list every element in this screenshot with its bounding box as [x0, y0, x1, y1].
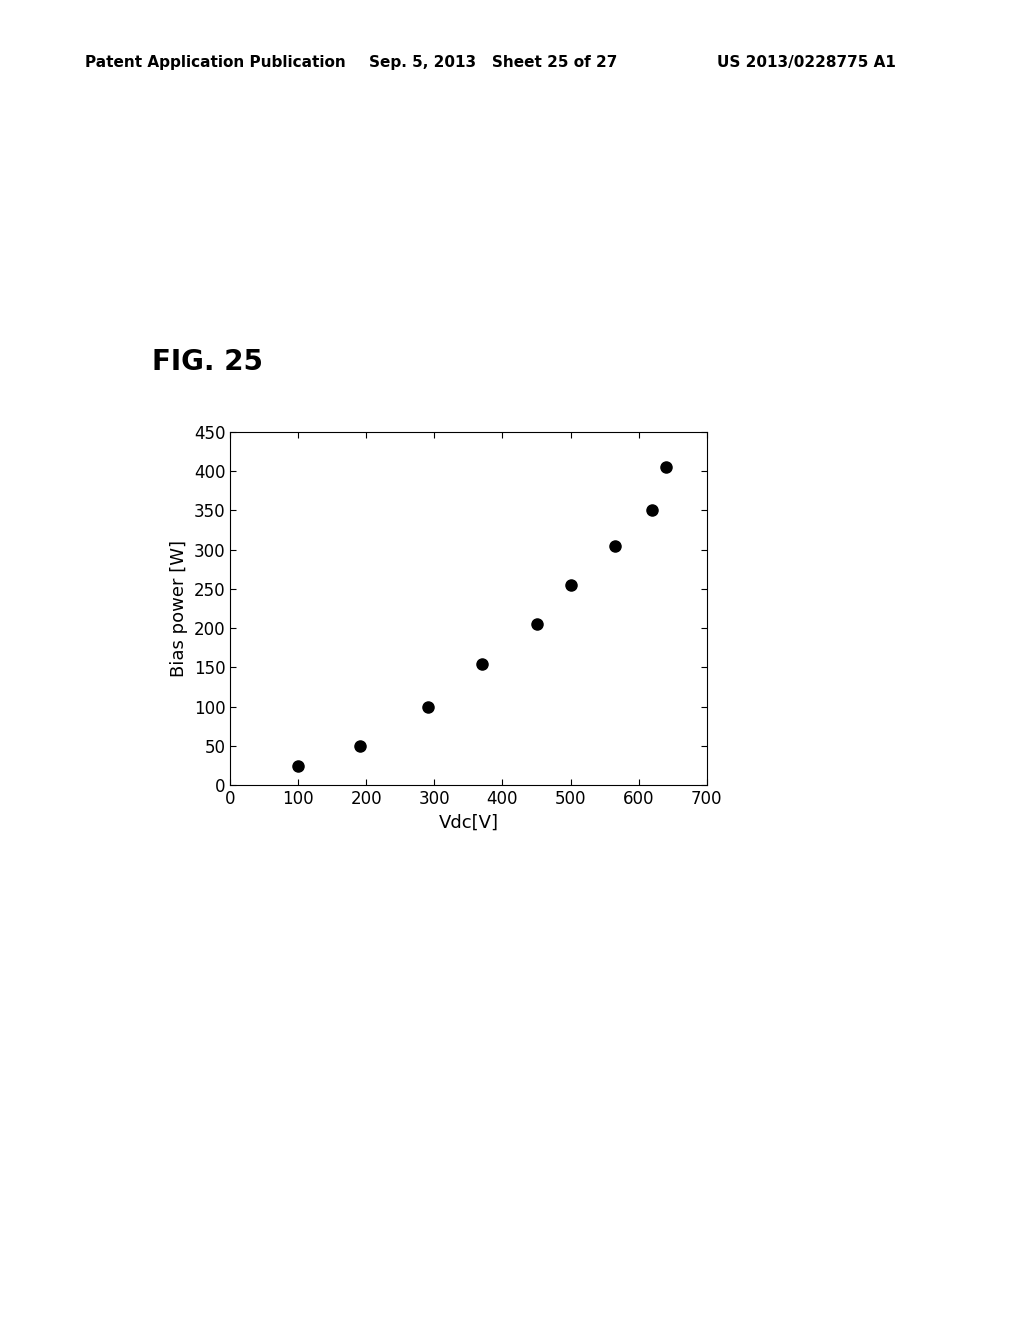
Point: [644, 500, 660, 521]
Point: [351, 735, 368, 756]
Text: Patent Application Publication: Patent Application Publication: [85, 55, 346, 70]
Point: [420, 696, 436, 717]
Text: Sep. 5, 2013   Sheet 25 of 27: Sep. 5, 2013 Sheet 25 of 27: [369, 55, 617, 70]
Text: FIG. 25: FIG. 25: [152, 348, 262, 376]
X-axis label: Vdc[V]: Vdc[V]: [438, 814, 499, 832]
Point: [474, 653, 490, 675]
Point: [528, 614, 545, 635]
Y-axis label: Bias power [W]: Bias power [W]: [170, 540, 188, 677]
Text: US 2013/0228775 A1: US 2013/0228775 A1: [717, 55, 896, 70]
Point: [657, 457, 674, 478]
Point: [290, 755, 306, 776]
Point: [562, 574, 579, 595]
Point: [606, 535, 623, 556]
